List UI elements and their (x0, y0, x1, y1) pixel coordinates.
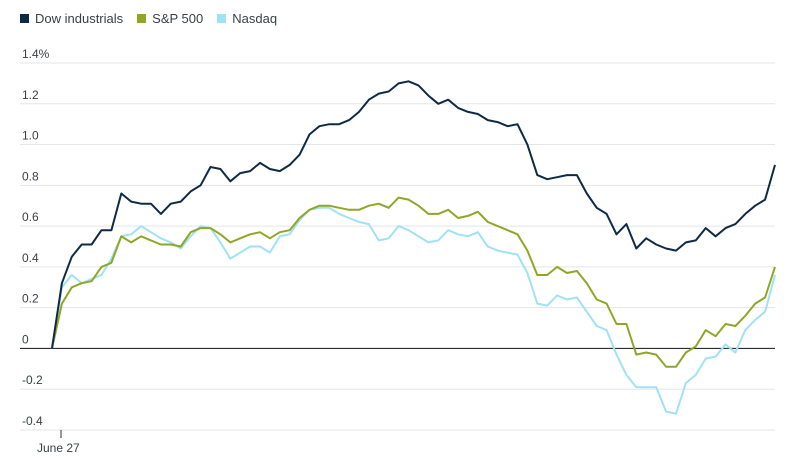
gridlines (20, 62, 775, 431)
y-tick-label: 1.4% (22, 47, 50, 61)
y-axis-tick-labels: -0.4 -0.2 0 0.2 0.4 0.6 0.8 1.0 1.2 1.4% (22, 47, 50, 428)
y-tick-label: 1.2 (22, 88, 39, 102)
legend-item-sp500[interactable]: S&P 500 (137, 11, 203, 26)
legend-swatch-sp500 (137, 14, 147, 23)
y-tick-label: 0.4 (22, 251, 39, 265)
legend-item-dow[interactable]: Dow industrials (20, 11, 123, 26)
legend-swatch-dow (20, 14, 29, 23)
series-line-nasdaq[interactable] (51, 206, 776, 415)
series-line-s-p-500[interactable] (51, 196, 776, 368)
y-tick-label: 0.2 (22, 292, 39, 306)
y-tick-label: 0 (22, 332, 29, 346)
y-tick-label: 0.8 (22, 169, 39, 183)
x-axis: June 27 (37, 430, 80, 455)
legend-label-dow: Dow industrials (35, 11, 124, 26)
series-line-dow-industrials[interactable] (51, 80, 776, 349)
legend-item-nasdaq[interactable]: Nasdaq (217, 11, 277, 26)
y-tick-label: 0.6 (22, 210, 39, 224)
legend-label-nasdaq: Nasdaq (232, 11, 278, 26)
chart-legend: Dow industrials S&P 500 Nasdaq (20, 11, 277, 26)
legend-label-sp500: S&P 500 (152, 11, 204, 26)
series-lines (51, 80, 776, 415)
x-tick-label: June 27 (37, 441, 80, 455)
y-tick-label: 1.0 (22, 129, 39, 143)
legend-swatch-nasdaq (217, 14, 227, 23)
y-tick-label: -0.4 (22, 414, 43, 428)
y-tick-label: -0.2 (22, 373, 43, 387)
